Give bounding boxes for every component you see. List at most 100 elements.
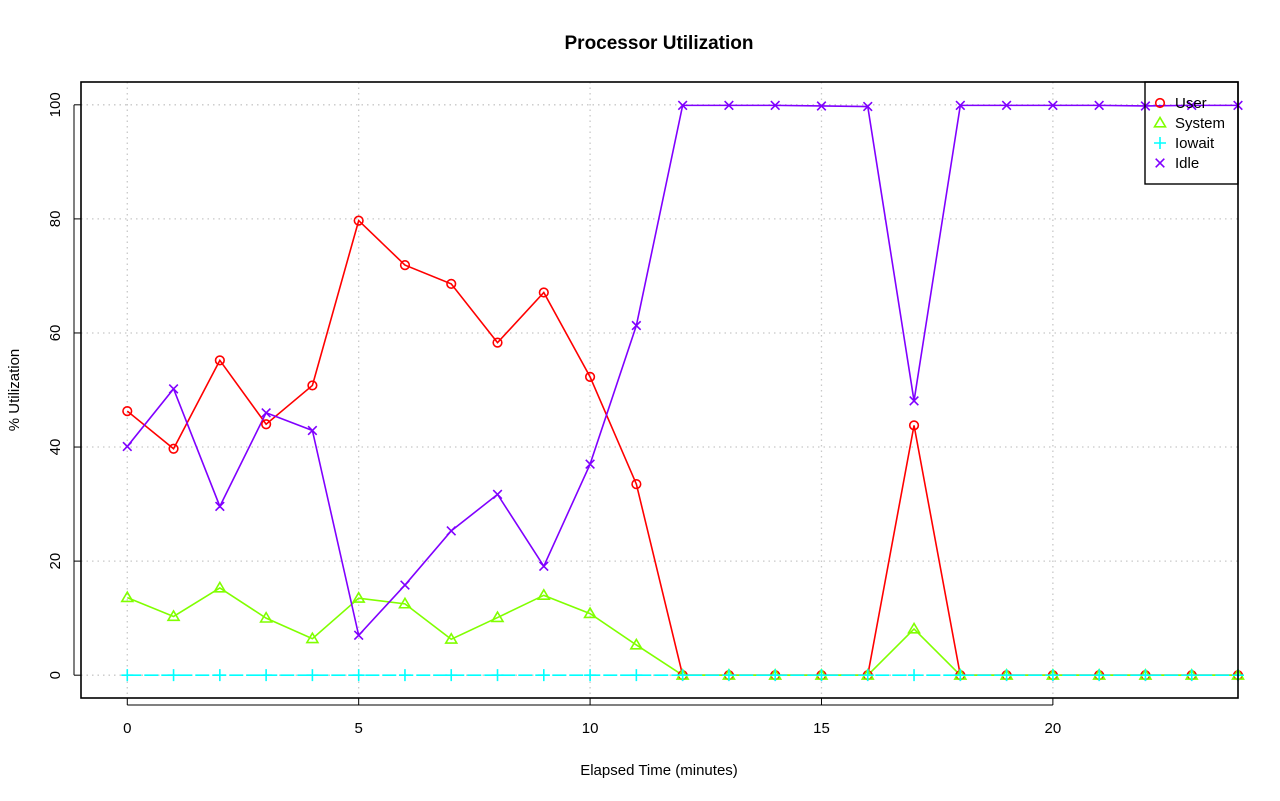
data-point-iowait bbox=[306, 669, 319, 682]
data-point-iowait bbox=[121, 669, 134, 682]
x-tick-label: 15 bbox=[813, 720, 830, 737]
data-point-system bbox=[398, 596, 412, 609]
legend-item-idle: Idle bbox=[1155, 155, 1199, 172]
data-point-iowait bbox=[445, 669, 458, 682]
y-tick-label: 100 bbox=[47, 92, 64, 117]
data-point-iowait bbox=[398, 669, 411, 682]
data-point-user bbox=[122, 406, 133, 417]
data-point-user bbox=[168, 443, 179, 454]
data-point-idle bbox=[770, 100, 781, 111]
data-point-user bbox=[399, 259, 411, 271]
data-point-iowait bbox=[676, 669, 689, 682]
data-point-system bbox=[444, 632, 459, 644]
data-point-user bbox=[446, 278, 457, 290]
data-point-user bbox=[908, 420, 920, 431]
data-point-idle bbox=[862, 101, 873, 112]
data-point-user bbox=[307, 380, 318, 391]
data-point-idle bbox=[446, 526, 457, 536]
data-point-iowait bbox=[908, 669, 921, 682]
series-line-idle bbox=[126, 104, 1238, 637]
data-point-idle bbox=[631, 320, 642, 331]
data-point-idle bbox=[400, 580, 410, 590]
data-point-user bbox=[631, 479, 642, 490]
y-tick-label: 40 bbox=[47, 439, 64, 456]
x-axis: 0 5 10 15 20 bbox=[123, 698, 1061, 737]
y-tick-label: 0 bbox=[47, 671, 64, 679]
x-tick-label: 0 bbox=[123, 720, 131, 737]
data-point-system bbox=[212, 580, 227, 593]
data-point-system bbox=[120, 590, 135, 603]
data-point-iowait bbox=[213, 669, 226, 682]
data-point-iowait bbox=[769, 669, 782, 682]
y-axis-label: % Utilization bbox=[6, 349, 23, 432]
legend-marker-user bbox=[1154, 97, 1166, 109]
series-line-system bbox=[126, 586, 1238, 676]
data-point-iowait bbox=[537, 669, 550, 682]
x-tick-label: 20 bbox=[1045, 720, 1062, 737]
data-point-iowait bbox=[491, 669, 504, 682]
data-point-idle bbox=[955, 100, 966, 111]
data-point-user bbox=[353, 215, 364, 226]
data-point-idle bbox=[677, 100, 688, 111]
series-points bbox=[120, 100, 1245, 682]
data-point-idle bbox=[122, 441, 133, 452]
legend-item-system: System bbox=[1153, 115, 1225, 132]
y-tick-label: 60 bbox=[47, 325, 64, 342]
data-point-iowait bbox=[352, 669, 365, 682]
data-point-user bbox=[214, 355, 225, 366]
data-point-system bbox=[166, 609, 181, 622]
data-point-system bbox=[907, 621, 921, 634]
chart-title: Processor Utilization bbox=[565, 33, 754, 54]
data-point-system bbox=[583, 606, 597, 619]
data-point-idle bbox=[538, 561, 549, 572]
series-markers-idle bbox=[122, 100, 1243, 641]
series-line-user bbox=[126, 219, 1238, 676]
data-point-iowait bbox=[630, 669, 643, 682]
data-point-iowait bbox=[1185, 669, 1198, 682]
data-point-idle bbox=[353, 630, 364, 641]
data-point-iowait bbox=[584, 669, 597, 682]
data-point-idle bbox=[214, 501, 225, 512]
legend-box bbox=[1144, 81, 1239, 185]
legend-item-iowait: Iowait bbox=[1154, 135, 1215, 152]
y-tick-label: 80 bbox=[47, 211, 64, 228]
legend-label-system: System bbox=[1175, 115, 1225, 132]
data-point-idle bbox=[307, 425, 318, 436]
data-point-iowait bbox=[167, 669, 180, 682]
legend-marker-iowait bbox=[1154, 137, 1166, 149]
data-point-user bbox=[538, 287, 549, 298]
legend-item-user: User bbox=[1154, 95, 1207, 112]
data-point-idle bbox=[261, 407, 271, 418]
data-point-system bbox=[305, 631, 320, 644]
data-point-iowait bbox=[1000, 669, 1013, 682]
legend-marker-system bbox=[1153, 115, 1167, 128]
plot-frame bbox=[80, 81, 1239, 699]
data-point-idle bbox=[1001, 100, 1012, 111]
data-point-idle bbox=[1048, 100, 1058, 111]
data-point-idle bbox=[724, 100, 734, 111]
data-point-user bbox=[261, 419, 272, 430]
data-point-system bbox=[351, 591, 366, 603]
legend-label-idle: Idle bbox=[1175, 155, 1199, 172]
series-markers-system bbox=[120, 580, 1245, 680]
series-markers-user bbox=[122, 215, 1244, 681]
data-point-iowait bbox=[260, 669, 273, 682]
y-axis: 0 20 40 60 80 100 bbox=[47, 92, 81, 679]
grid-lines bbox=[81, 82, 1238, 698]
data-point-system bbox=[490, 610, 505, 623]
data-point-idle bbox=[585, 459, 595, 470]
data-point-iowait bbox=[1093, 669, 1106, 682]
x-tick-label: 10 bbox=[582, 720, 599, 737]
series-lines bbox=[126, 104, 1238, 676]
data-point-idle bbox=[168, 383, 179, 394]
data-point-system bbox=[259, 611, 274, 623]
data-point-iowait bbox=[861, 669, 874, 682]
data-point-system bbox=[629, 637, 644, 650]
data-point-user bbox=[492, 337, 503, 348]
data-point-idle bbox=[1094, 100, 1105, 111]
x-axis-label: Elapsed Time (minutes) bbox=[580, 762, 738, 779]
data-point-user bbox=[584, 371, 596, 382]
legend: User System Iowait Idle bbox=[1144, 81, 1239, 185]
data-point-iowait bbox=[722, 669, 735, 682]
